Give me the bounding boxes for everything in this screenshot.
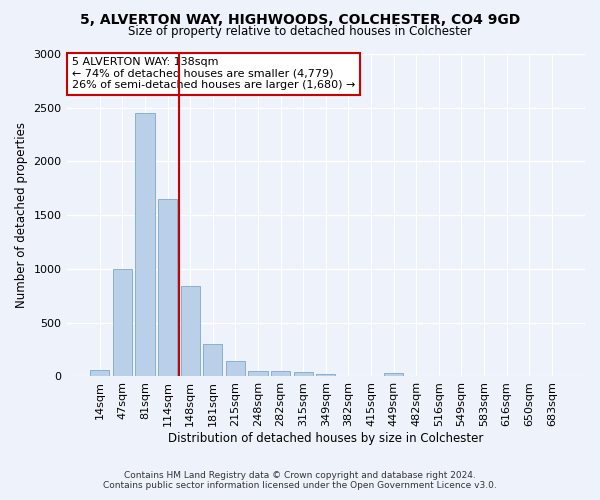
- Text: 5, ALVERTON WAY, HIGHWOODS, COLCHESTER, CO4 9GD: 5, ALVERTON WAY, HIGHWOODS, COLCHESTER, …: [80, 12, 520, 26]
- Bar: [158, 199, 177, 376]
- Text: Contains HM Land Registry data © Crown copyright and database right 2024.
Contai: Contains HM Land Registry data © Crown c…: [103, 470, 497, 490]
- Bar: [271, 370, 290, 376]
- Text: 5 ALVERTON WAY: 138sqm
← 74% of detached houses are smaller (4,779)
26% of semi-: 5 ALVERTON WAY: 138sqm ← 74% of detached…: [72, 57, 355, 90]
- Text: Size of property relative to detached houses in Colchester: Size of property relative to detached ho…: [128, 25, 472, 38]
- Bar: [248, 370, 268, 376]
- X-axis label: Distribution of detached houses by size in Colchester: Distribution of detached houses by size …: [168, 432, 484, 445]
- Bar: [226, 361, 245, 376]
- Bar: [293, 372, 313, 376]
- Bar: [203, 344, 223, 376]
- Y-axis label: Number of detached properties: Number of detached properties: [15, 122, 28, 308]
- Bar: [384, 373, 403, 376]
- Bar: [90, 370, 109, 376]
- Bar: [136, 113, 155, 376]
- Bar: [181, 286, 200, 376]
- Bar: [113, 269, 132, 376]
- Bar: [316, 374, 335, 376]
